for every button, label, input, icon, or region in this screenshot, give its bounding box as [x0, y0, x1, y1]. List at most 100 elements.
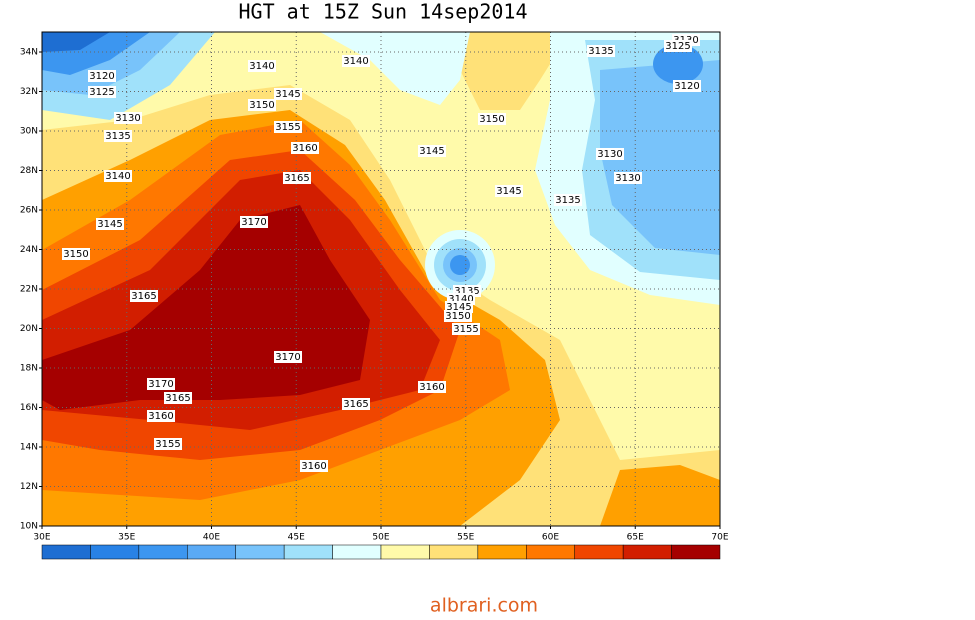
height-field	[42, 32, 720, 526]
contour-label: 3145	[446, 302, 471, 313]
label-box	[248, 60, 276, 72]
label-box	[164, 392, 192, 404]
label-box	[300, 460, 328, 472]
y-tick-label: 28N	[20, 166, 38, 176]
label-box	[88, 70, 116, 82]
contour-label: 3150	[479, 114, 504, 125]
x-tick-label: 55E	[457, 533, 474, 543]
colorbar-swatch	[477, 544, 527, 560]
y-tick-label: 34N	[20, 48, 38, 58]
colorbar-swatch	[235, 544, 285, 560]
colorbar-swatch	[380, 544, 430, 560]
label-box	[154, 438, 182, 450]
y-tick-label: 30N	[20, 127, 38, 137]
contour-label: 3140	[343, 56, 368, 67]
contour-label: 3170	[148, 379, 173, 390]
contour-label: 3125	[665, 41, 690, 52]
y-tick-label: 26N	[20, 206, 38, 216]
contour-label: 3135	[105, 131, 130, 142]
contour-label: 3160	[419, 382, 444, 393]
colorbar-swatch	[526, 544, 575, 560]
colorbar-swatch	[187, 544, 236, 560]
label-box	[418, 381, 446, 393]
label-box	[104, 170, 132, 182]
colorbar	[41, 544, 721, 560]
x-tick-label: 35E	[118, 533, 135, 543]
label-box	[418, 145, 446, 157]
contour-label: 3135	[588, 46, 613, 57]
label-box	[240, 216, 268, 228]
label-box	[248, 99, 276, 111]
contour-label: 3150	[445, 311, 470, 322]
y-tick-label: 10N	[20, 522, 38, 532]
contour-label: 3130	[597, 149, 622, 160]
contour-label: 3150	[249, 100, 274, 111]
label-box	[478, 113, 506, 125]
colorbar-swatch	[671, 544, 721, 560]
label-box	[114, 112, 142, 124]
x-tick-label: 45E	[288, 533, 305, 543]
colorbar-swatch	[429, 544, 479, 560]
contour-label: 3130	[115, 113, 140, 124]
contour-label: 3155	[275, 122, 300, 133]
y-tick-label: 32N	[20, 87, 38, 97]
contour-label: 3140	[105, 171, 130, 182]
label-box	[342, 55, 370, 67]
contour-label: 3120	[89, 71, 114, 82]
label-box	[147, 378, 175, 390]
contour-label: 3135	[555, 195, 580, 206]
colorbar-swatch	[283, 544, 333, 560]
label-box	[673, 80, 701, 92]
label-box	[88, 86, 116, 98]
contour-label: 3170	[275, 352, 300, 363]
colorbar-swatch	[90, 544, 140, 560]
colorbar-swatch	[622, 544, 672, 560]
contour-label: 3145	[275, 89, 300, 100]
label-box	[62, 248, 90, 260]
label-box	[130, 290, 158, 302]
y-tick-label: 12N	[20, 482, 38, 492]
contour-label: 3140	[249, 61, 274, 72]
label-box	[274, 121, 302, 133]
watermark: albrari.com	[430, 595, 538, 617]
y-tick-label: 14N	[20, 443, 38, 453]
colorbar-swatch	[574, 544, 624, 560]
label-box	[274, 351, 302, 363]
contour-label: 3165	[343, 399, 368, 410]
y-tick-label: 18N	[20, 364, 38, 374]
y-tick-label: 22N	[20, 285, 38, 295]
contour-label: 3160	[148, 411, 173, 422]
contour-label: 3135	[454, 286, 479, 297]
contour-label: 3160	[301, 461, 326, 472]
label-box	[587, 45, 615, 57]
contour-label: 3140	[448, 294, 473, 305]
contour-label: 3150	[63, 249, 88, 260]
contour-label: 3165	[131, 291, 156, 302]
label-box	[147, 410, 175, 422]
contour-label: 3155	[155, 439, 180, 450]
contour-label: 3145	[419, 146, 444, 157]
x-tick-label: 30E	[33, 533, 50, 543]
colorbar-swatch	[138, 544, 188, 560]
colorbar-swatch	[41, 544, 91, 560]
label-box	[452, 323, 480, 335]
x-tick-label: 50E	[372, 533, 389, 543]
label-box	[495, 185, 523, 197]
label-box	[291, 142, 319, 154]
label-box	[96, 218, 124, 230]
label-box	[596, 148, 624, 160]
label-box	[664, 40, 692, 52]
contour-label: 3165	[165, 393, 190, 404]
contour-label: 3165	[284, 173, 309, 184]
label-box	[283, 172, 311, 184]
y-tick-label: 20N	[20, 324, 38, 334]
contour-label: 3145	[97, 219, 122, 230]
contour-label: 3120	[674, 81, 699, 92]
x-tick-label: 40E	[203, 533, 220, 543]
x-tick-label: 65E	[627, 533, 644, 543]
x-tick-label: 70E	[711, 533, 728, 543]
colorbar-swatch	[332, 544, 382, 560]
map-frame	[41, 31, 721, 527]
